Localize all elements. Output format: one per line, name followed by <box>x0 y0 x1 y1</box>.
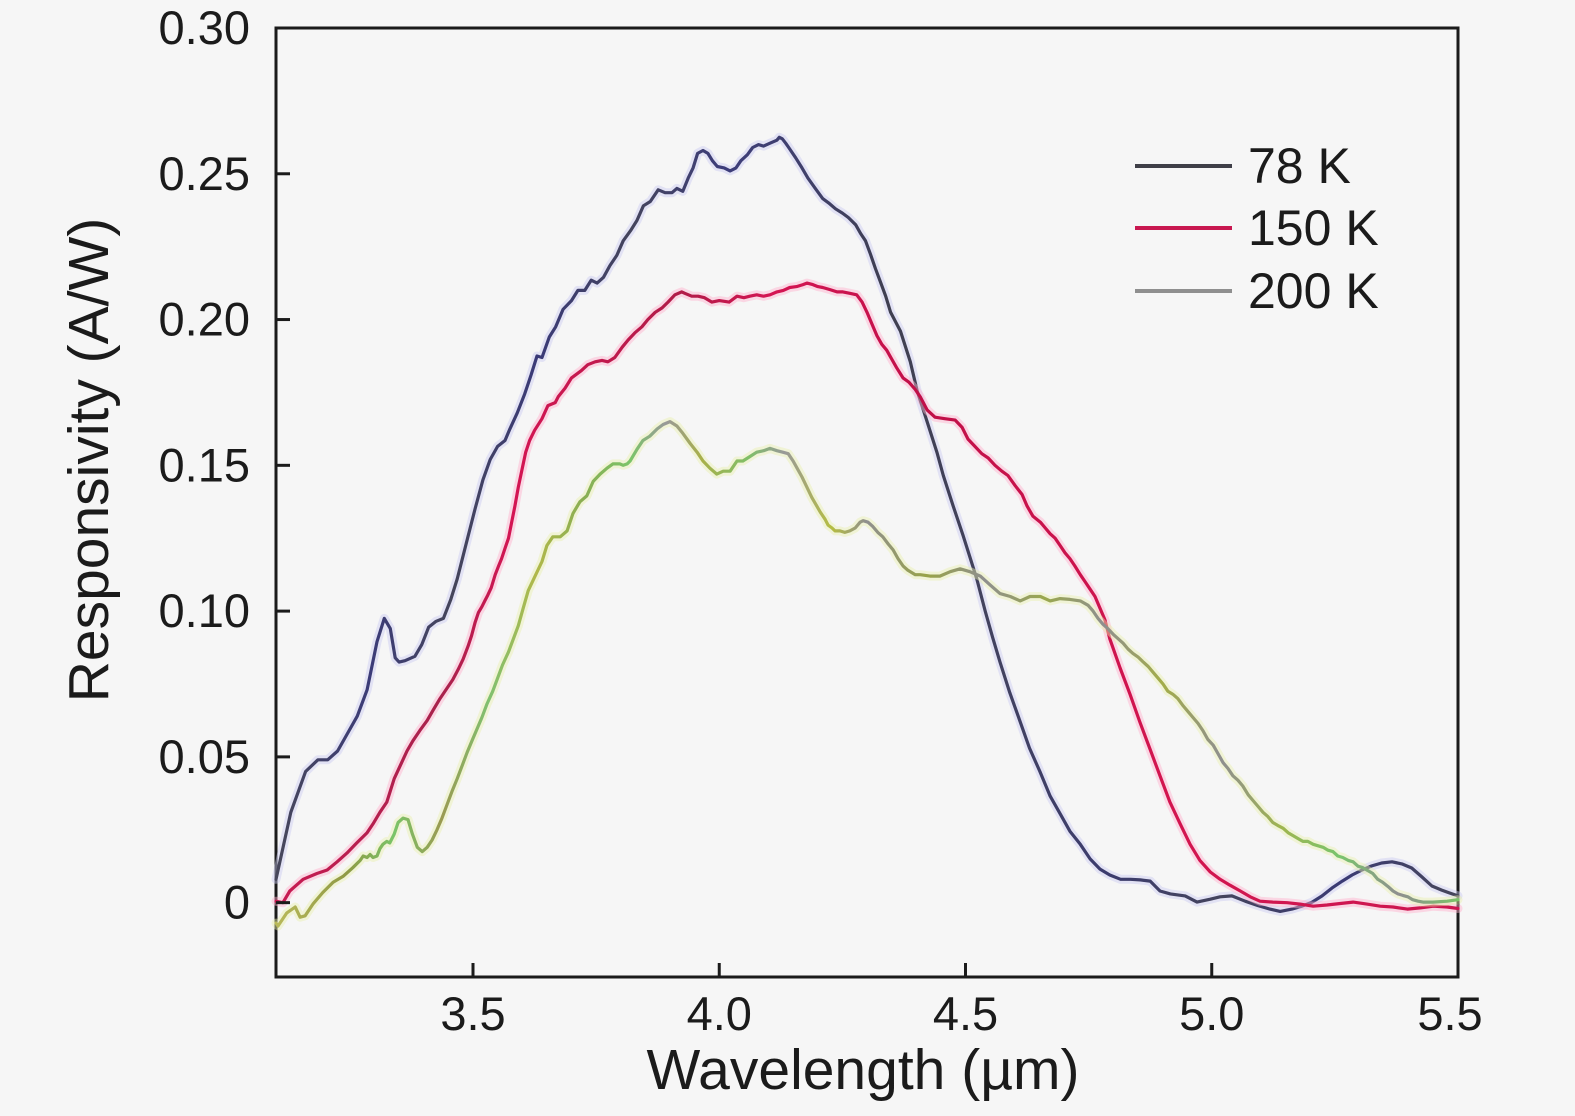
y-tick-label: 0.05 <box>159 730 250 783</box>
legend-label-200k: 200 K <box>1248 263 1379 319</box>
series-line-150k <box>274 281 1460 911</box>
x-tick-label: 5.5 <box>1417 987 1482 1040</box>
x-tick-label: 4.5 <box>933 987 998 1040</box>
y-tick-label: 0 <box>224 876 250 929</box>
y-tick-label: 0.20 <box>159 293 250 346</box>
series-line-78k <box>274 135 1460 914</box>
x-axis-title: Wavelength (µm) <box>646 1038 1079 1102</box>
axis-ticks-group <box>276 26 1460 977</box>
data-series-group <box>271 132 1463 931</box>
y-tick-label: 0.25 <box>159 147 250 200</box>
y-tick-label: 0.10 <box>159 584 250 637</box>
axis-tick-labels-group: 3.5 4.0 4.5 5.0 5.5 0 0.05 0.10 0.15 0.20 0.25 0.30 <box>159 1 1483 1040</box>
x-tick-label: 5.0 <box>1179 987 1244 1040</box>
x-tick-label: 4.0 <box>687 987 752 1040</box>
y-axis-title: Responsivity (A/W) <box>57 218 121 703</box>
legend-label-78k: 78 K <box>1248 138 1351 194</box>
legend-label-150k: 150 K <box>1248 200 1379 256</box>
y-tick-label: 0.15 <box>159 438 250 491</box>
y-tick-label: 0.30 <box>159 1 250 54</box>
x-tick-label: 3.5 <box>440 987 505 1040</box>
series-line-200k <box>274 420 1460 928</box>
legend: 78 K 150 K 200 K <box>1135 138 1379 319</box>
plot-frame <box>274 26 1460 979</box>
